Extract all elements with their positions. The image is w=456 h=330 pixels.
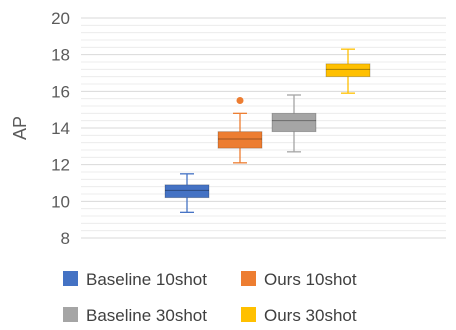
legend-item: Baseline 30shot: [63, 306, 207, 325]
legend-item: Ours 30shot: [241, 306, 357, 325]
y-axis-title: AP: [10, 116, 30, 140]
grid: [81, 17, 446, 239]
legend-swatch: [63, 307, 78, 322]
box-iqr: [164, 184, 210, 199]
y-tick-label: 10: [51, 192, 70, 211]
legend-swatch: [63, 271, 78, 286]
outlier-point: [236, 97, 244, 104]
box-series-1: [164, 173, 210, 213]
legend-item: Ours 10shot: [241, 270, 357, 289]
y-tick-label: 8: [61, 229, 70, 248]
boxes: [164, 48, 371, 213]
y-axis: 8 10 12 14 16 18 20: [51, 9, 70, 248]
legend-label: Ours 30shot: [264, 306, 357, 325]
box-series-3: [271, 94, 317, 153]
box-iqr: [217, 131, 263, 149]
box-series-2: [217, 97, 263, 164]
legend-label: Ours 10shot: [264, 270, 357, 289]
box-iqr: [325, 63, 371, 78]
legend-label: Baseline 30shot: [86, 306, 207, 325]
box-iqr: [271, 112, 317, 133]
legend: Baseline 10shot Ours 10shot Baseline 30sho…: [63, 270, 357, 325]
y-tick-label: 14: [51, 119, 70, 138]
y-tick-label: 20: [51, 9, 70, 28]
legend-item: Baseline 10shot: [63, 270, 207, 289]
y-tick-label: 12: [51, 156, 70, 175]
y-tick-label: 16: [51, 82, 70, 101]
legend-swatch: [241, 307, 256, 322]
legend-label: Baseline 10shot: [86, 270, 207, 289]
legend-swatch: [241, 271, 256, 286]
y-tick-label: 18: [51, 46, 70, 65]
box-series-4: [325, 48, 371, 94]
